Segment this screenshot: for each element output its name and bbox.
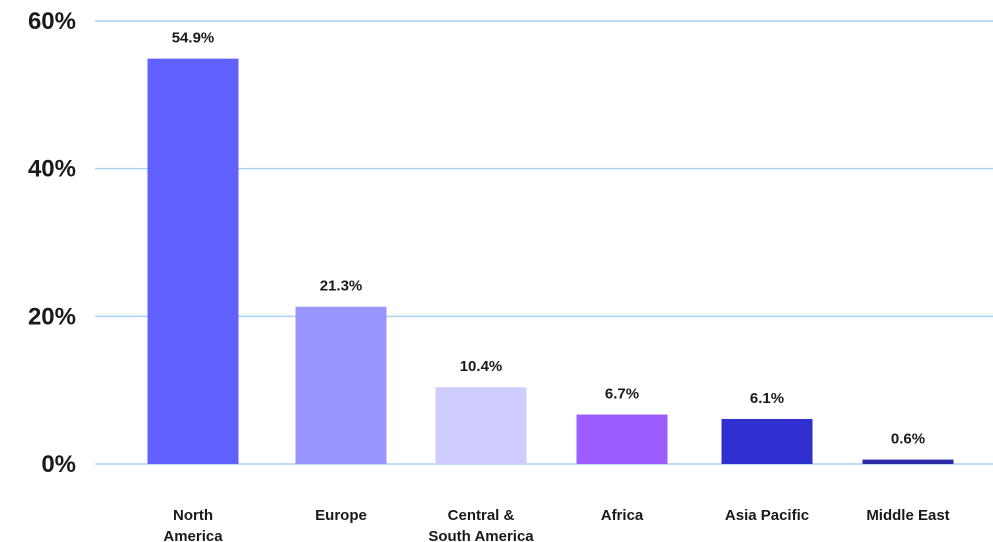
category-label-line: Central & (448, 507, 515, 524)
value-label-1: 21.3% (320, 278, 363, 295)
bar-0 (147, 58, 239, 464)
category-label-line: North (173, 507, 213, 524)
bar-4 (721, 418, 813, 464)
value-labels: 54.9% 21.3% 10.4% 6.7% 6.1% 0.6% (172, 30, 925, 448)
category-label-2: Central & South America (428, 507, 534, 542)
y-tick-label-60: 60% (28, 8, 76, 35)
category-labels: North America Europe Central & South America… (163, 507, 949, 542)
category-label-line: America (163, 528, 223, 542)
bar-5 (862, 459, 954, 464)
category-label-4: Asia Pacific (725, 507, 809, 524)
category-label-line: Asia Pacific (725, 507, 809, 524)
category-label-3: Africa (601, 507, 644, 524)
value-label-5: 0.6% (891, 431, 925, 448)
value-label-2: 10.4% (460, 358, 503, 375)
bar-2 (435, 387, 527, 464)
gridlines (95, 20, 993, 465)
category-label-line: Europe (315, 507, 367, 524)
y-axis-ticks: 0% 20% 40% 60% (28, 8, 76, 478)
category-label-1: Europe (315, 507, 367, 524)
bar-1 (295, 306, 387, 464)
category-label-line: South America (428, 528, 534, 542)
category-label-5: Middle East (866, 507, 949, 524)
bars (147, 58, 954, 464)
y-tick-label-0: 0% (41, 451, 76, 478)
y-tick-label-40: 40% (28, 156, 76, 183)
category-label-line: Middle East (866, 507, 949, 524)
value-label-4: 6.1% (750, 390, 784, 407)
category-label-line: Africa (601, 507, 644, 524)
bar-3 (576, 414, 668, 464)
value-label-0: 54.9% (172, 30, 215, 47)
y-tick-label-20: 20% (28, 303, 76, 330)
value-label-3: 6.7% (605, 386, 639, 403)
category-label-0: North America (163, 507, 223, 542)
